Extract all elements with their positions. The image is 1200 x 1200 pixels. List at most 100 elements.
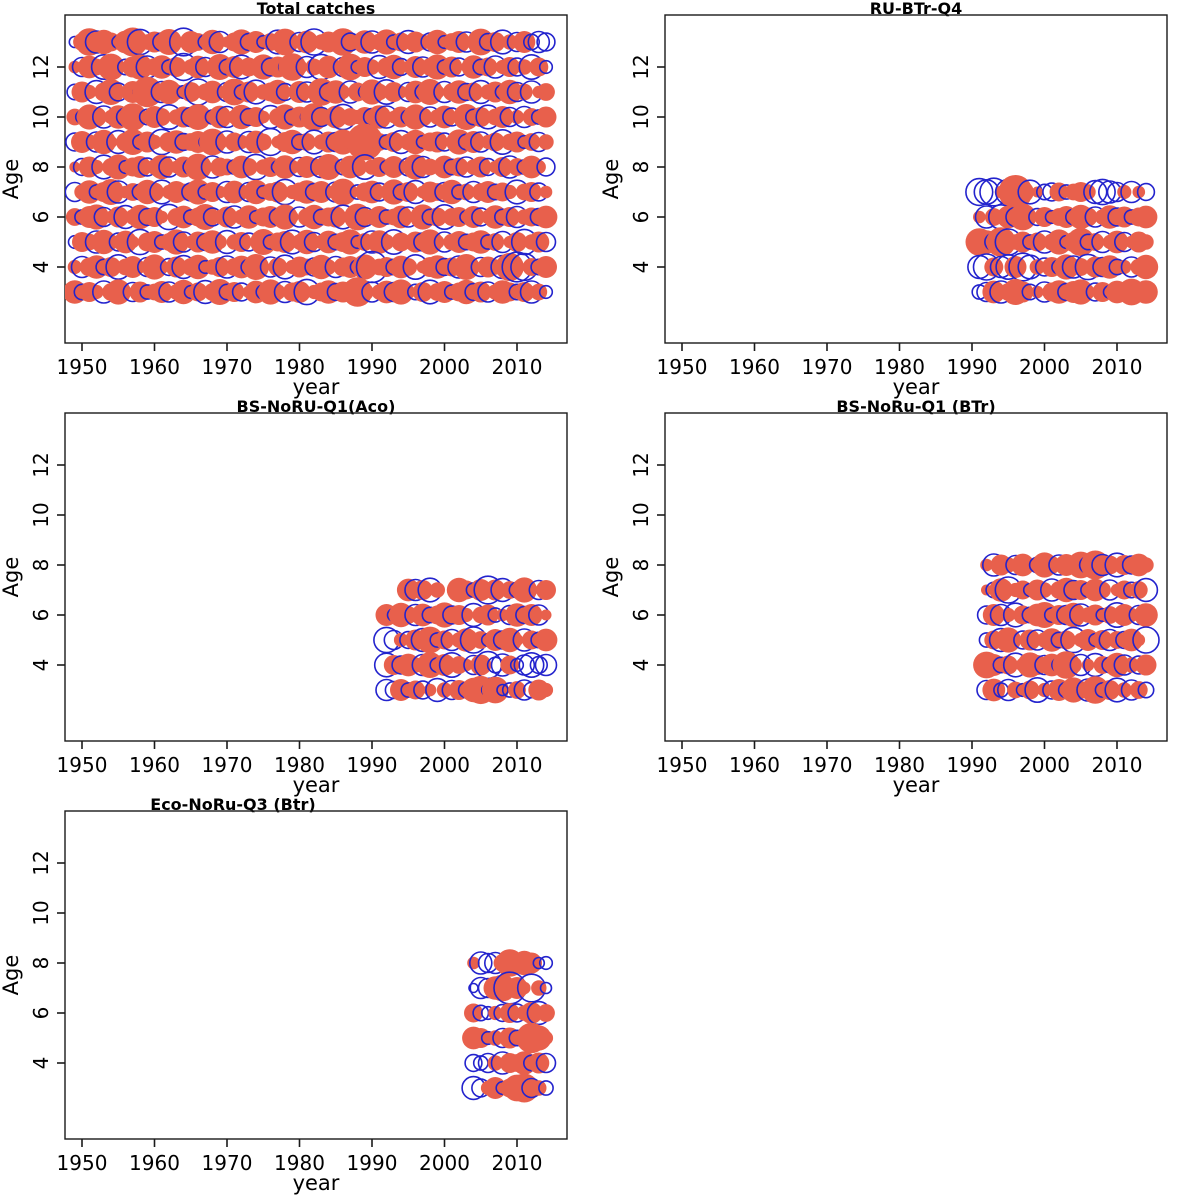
x-tick-label: 1970	[802, 753, 853, 777]
positive-bubble	[1036, 582, 1053, 598]
positive-bubble	[431, 602, 458, 628]
negative-bubble	[1136, 182, 1156, 202]
positive-bubble	[267, 181, 289, 203]
y-axis: 4 6 8 10 12 Age	[600, 54, 665, 273]
y-tick-label: 6	[629, 211, 653, 224]
positive-bubble	[406, 680, 425, 700]
x-tick-label: 2010	[1092, 753, 1143, 777]
positive-bubble	[1135, 654, 1157, 676]
y-tick-label: 4	[629, 659, 653, 672]
panel-title: BS-NoRU-Q1(Aco)	[236, 397, 396, 416]
positive-bubble	[1099, 680, 1120, 700]
positive-bubble	[1138, 234, 1154, 250]
y-tick-label: 8	[29, 161, 53, 174]
y-tick-label: 6	[629, 609, 653, 622]
positive-bubble	[1138, 557, 1154, 573]
positive-bubble	[268, 257, 288, 277]
positive-bubble	[257, 260, 270, 274]
x-tick-label: 1990	[347, 1151, 398, 1175]
positive-bubble	[430, 234, 445, 250]
positive-bubble	[509, 1073, 539, 1103]
positive-bubble	[168, 84, 184, 100]
positive-bubble	[1009, 633, 1022, 647]
x-tick-label: 1950	[57, 355, 108, 379]
positive-bubble	[511, 577, 537, 603]
x-tick-label: 1950	[657, 355, 708, 379]
positive-bubble	[1105, 230, 1129, 254]
positive-bubble	[412, 282, 433, 302]
positive-bubble	[404, 56, 427, 78]
negative-bubble	[1083, 179, 1108, 205]
positive-bubble	[396, 578, 420, 602]
positive-bubble	[234, 134, 249, 150]
negative-bubble	[538, 59, 554, 75]
positive-bubble	[540, 609, 552, 621]
positive-bubble	[499, 207, 520, 227]
positive-bubble	[1013, 580, 1033, 600]
positive-bubble	[163, 229, 189, 255]
positive-bubble	[441, 56, 463, 78]
panel-total-catches: Total catches 1950 1960 1970 1980 1990 2000 20…	[0, 0, 600, 404]
y-tick-label: 8	[629, 559, 653, 572]
positive-bubble	[288, 81, 311, 103]
x-tick-label: 2010	[492, 1151, 543, 1175]
positive-bubble	[538, 1030, 554, 1046]
positive-bubble	[470, 107, 491, 127]
positive-bubble	[467, 28, 495, 56]
x-tick-label: 2010	[492, 355, 543, 379]
positive-bubble	[488, 1005, 503, 1021]
positive-bubble	[295, 30, 319, 54]
negative-bubble	[1089, 178, 1116, 206]
y-tick-label: 12	[629, 54, 653, 79]
x-tick-label: 1980	[874, 355, 925, 379]
positive-bubble	[383, 132, 404, 152]
positive-bubble	[486, 233, 505, 251]
x-tick-label: 2000	[419, 1151, 470, 1175]
eco-noru-q3-btr-plot-canvas: 1950 1960 1970 1980 1990 2000 2010 year 4 6 8 10 12 A…	[0, 810, 568, 1195]
positive-bubble	[68, 60, 82, 74]
positive-bubble	[528, 1052, 550, 1074]
positive-bubble	[520, 604, 543, 626]
positive-bubble	[448, 31, 470, 53]
positive-bubble	[360, 180, 384, 204]
x-tick-label: 2000	[1019, 753, 1070, 777]
positive-bubble	[521, 182, 542, 202]
x-tick-label: 2010	[1092, 355, 1143, 379]
positive-bubble	[291, 59, 308, 75]
x-tick-label: 1960	[129, 753, 180, 777]
positive-bubble	[986, 227, 1016, 257]
bs-noru-q1-btr-plot-canvas: 1950 1960 1970 1980 1990 2000 2010 year 4 6 8 10 12 A…	[600, 412, 1168, 797]
positive-bubble	[150, 281, 173, 303]
y-tick-label: 8	[29, 559, 53, 572]
panel-title: BS-NoRu-Q1 (BTr)	[836, 397, 996, 416]
x-tick-label: 2000	[419, 753, 470, 777]
positive-bubble	[995, 627, 1021, 653]
positive-bubble	[989, 578, 1013, 602]
x-axis-label: year	[293, 1171, 340, 1195]
positive-bubble	[529, 57, 549, 77]
positive-bubble	[198, 159, 213, 175]
positive-bubble	[447, 80, 471, 104]
y-tick-label: 6	[29, 1007, 53, 1020]
positive-bubble	[1116, 682, 1132, 698]
positive-bubble	[429, 582, 445, 598]
y-tick-label: 10	[29, 502, 53, 527]
positive-bubble	[165, 256, 187, 278]
negative-bubble	[965, 177, 994, 207]
positive-bubble	[216, 206, 238, 228]
positive-bubble	[89, 284, 104, 300]
positive-bubble	[487, 1030, 503, 1046]
panel-bs-noru-q1-btr: BS-NoRu-Q1 (BTr) 1950 1960 1970 1980 1990 200…	[600, 397, 1200, 802]
positive-bubble	[288, 281, 311, 303]
negative-bubble	[532, 956, 546, 970]
ru-btr-q4-plot-canvas: 1950 1960 1970 1980 1990 2000 2010 year 4 6 8 10 12 A…	[600, 14, 1168, 399]
positive-bubble	[1117, 184, 1132, 200]
positive-bubble	[1117, 259, 1132, 275]
positive-bubble	[537, 1004, 555, 1022]
x-tick-label: 1990	[947, 355, 998, 379]
positive-bubble	[433, 654, 456, 676]
positive-bubble	[525, 583, 538, 597]
positive-bubble	[1037, 682, 1052, 698]
positive-bubble	[101, 257, 121, 277]
y-tick-label: 12	[29, 850, 53, 875]
